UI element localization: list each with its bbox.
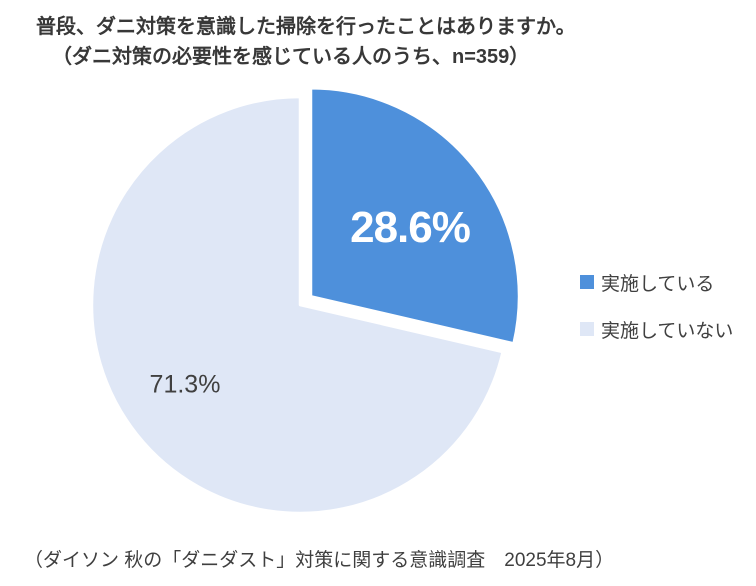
legend-swatch-implementing-icon	[580, 275, 594, 289]
source-note: （ダイソン 秋の「ダニダスト」対策に関する意識調査 2025年8月）	[24, 550, 615, 571]
legend-item-implementing: 実施している	[580, 270, 733, 295]
legend-item-not-implementing: 実施していない	[580, 317, 734, 342]
pie-slice-0	[309, 87, 521, 345]
chart-title-line1: 普段、ダニ対策を意識した掃除を行ったことはありますか。	[36, 16, 576, 38]
legend-swatch-not-implementing-icon	[580, 322, 594, 336]
chart-title: 普段、ダニ対策を意識した掃除を行ったことはありますか。 （ダニ対策の必要性を感じ…	[36, 12, 576, 72]
legend-label-not-implementing: 実施していない	[601, 320, 734, 342]
pie-slice-1	[90, 95, 504, 515]
pie-label-not-implementing: 71.3%	[149, 370, 221, 399]
pie-label-implementing: 28.6%	[350, 203, 471, 252]
legend-label-implementing: 実施している	[601, 273, 715, 295]
legend: 実施している 実施していない	[580, 270, 734, 342]
chart-title-line2: （ダニ対策の必要性を感じている人のうち、n=359）	[52, 46, 530, 68]
